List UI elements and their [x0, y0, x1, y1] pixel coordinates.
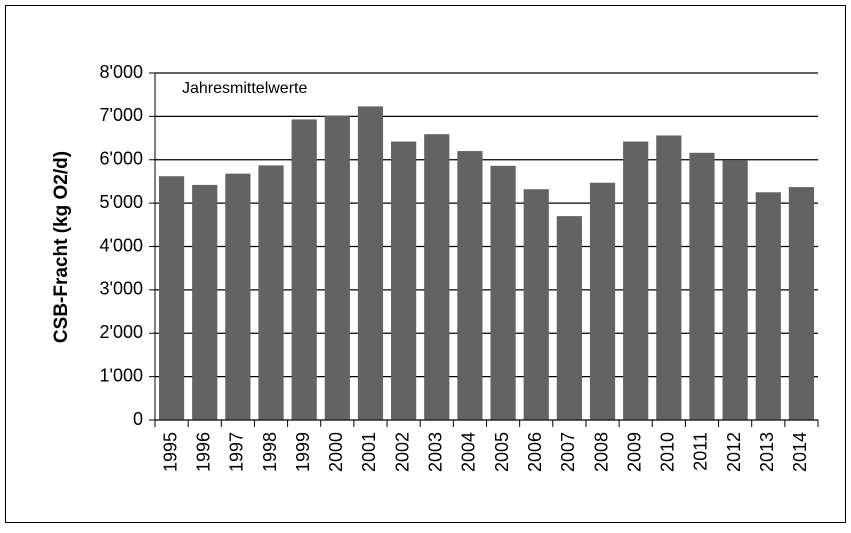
y-tick-label: 3'000	[100, 279, 143, 299]
bar	[192, 184, 218, 420]
x-tick-label: 1997	[227, 432, 247, 472]
bar	[788, 187, 815, 420]
annotation: Jahresmittelwerte	[182, 80, 307, 97]
x-tick-label: 2011	[691, 432, 711, 471]
x-tick-label: 2005	[492, 432, 512, 472]
x-tick-label: 1998	[260, 432, 280, 472]
bar	[357, 106, 384, 421]
bar	[158, 176, 185, 420]
y-tick-label: 6'000	[100, 149, 143, 169]
bar	[225, 173, 251, 420]
bar	[623, 141, 649, 420]
y-tick-label: 4'000	[100, 235, 143, 255]
bar	[689, 152, 715, 420]
x-tick-label: 2013	[757, 432, 777, 472]
bar	[656, 135, 682, 420]
bar	[556, 216, 582, 420]
x-tick-label: 2006	[525, 432, 545, 472]
bar	[391, 141, 417, 420]
bar	[589, 182, 616, 420]
y-tick-label: 2'000	[100, 322, 143, 342]
y-tick-label: 8'000	[100, 62, 143, 82]
bar	[291, 119, 317, 420]
x-tick-label: 1995	[160, 432, 180, 472]
bar	[523, 189, 549, 420]
x-tick-label: 2007	[558, 432, 578, 472]
bar	[324, 115, 350, 420]
y-tick-label: 0	[133, 409, 143, 429]
y-axis-label: CSB-Fracht (kg O2/d)	[51, 151, 72, 343]
bar	[258, 165, 284, 420]
bar	[755, 192, 781, 420]
y-tick-label: 1'000	[100, 365, 143, 385]
y-tick-label: 7'000	[100, 105, 143, 125]
x-tick-label: 2012	[724, 432, 744, 472]
x-tick-label: 2001	[359, 432, 379, 472]
x-tick-label: 2003	[426, 432, 446, 472]
x-tick-label: 2002	[392, 432, 412, 472]
bar	[457, 151, 483, 420]
x-tick-label: 1999	[293, 432, 313, 472]
x-tick-label: 2014	[790, 432, 810, 472]
x-tick-label: 2010	[658, 432, 678, 472]
x-tick-label: 2004	[459, 432, 479, 472]
y-tick-label: 5'000	[100, 192, 143, 212]
bar	[490, 165, 516, 420]
bar	[722, 160, 748, 420]
x-tick-label: 2000	[326, 432, 346, 472]
x-tick-label: 1996	[193, 432, 213, 472]
x-tick-label: 2009	[624, 432, 644, 472]
x-tick-label: 2008	[591, 432, 611, 472]
bar	[424, 134, 450, 420]
